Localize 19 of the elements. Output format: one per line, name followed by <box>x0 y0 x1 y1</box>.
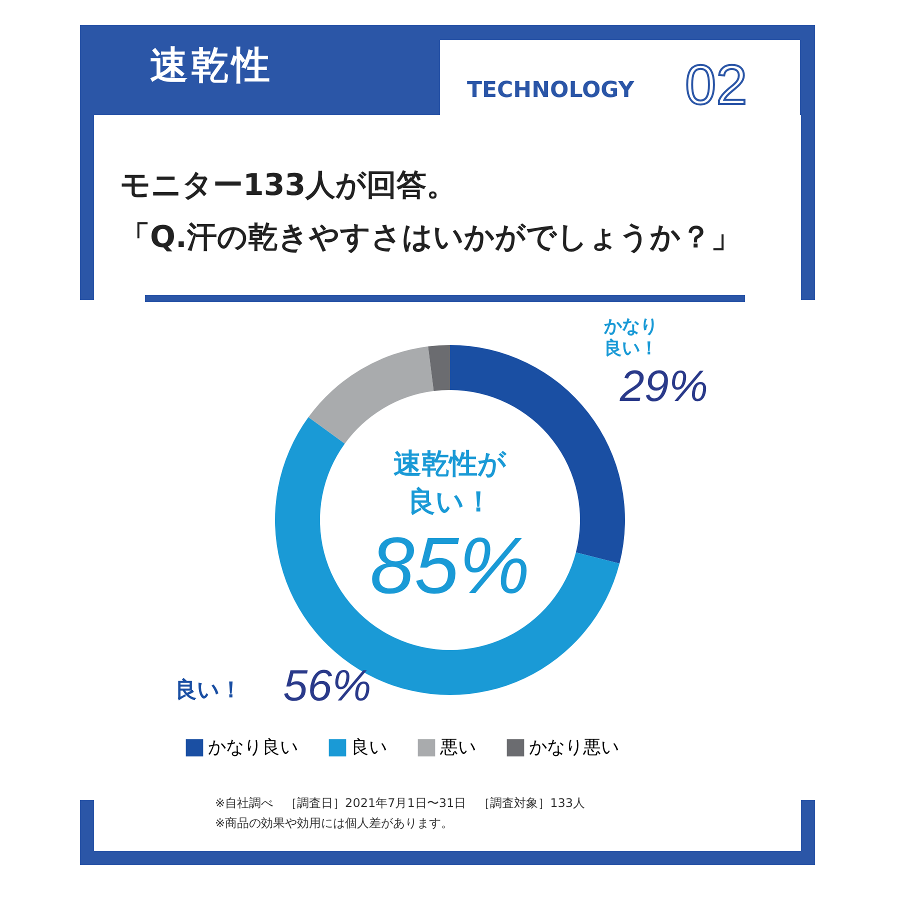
legend-label: かなり悪い <box>529 736 619 757</box>
data-label: 29% <box>618 362 708 412</box>
chart-title: 速乾性 <box>150 42 273 89</box>
text: TECHNOLOGY <box>467 78 634 103</box>
chart-subtitle: モニター133人が回答。 <box>120 167 457 205</box>
legend-label: かなり良い <box>208 736 298 757</box>
legend-label: 悪い <box>439 736 476 757</box>
text: 02 <box>685 52 748 117</box>
legend-label: 良い <box>351 736 387 757</box>
text: ※商品の効果や効用には個人差があります。 <box>215 815 454 832</box>
text: 良い！ <box>175 677 242 705</box>
text: 「Q.汗の乾きやすさはいかがでしょうか？」 <box>120 219 741 257</box>
data-label: 56% <box>283 661 372 710</box>
text: ※自社調べ ［調査日］2021年7月1日〜31日 ［調査対象］133人 <box>215 795 586 812</box>
donut-slice <box>428 345 450 392</box>
text: 85% <box>368 520 532 612</box>
text: 速乾性が良い！ <box>392 446 508 520</box>
text: かなり良い！ <box>604 316 659 360</box>
donut-slice <box>308 346 434 444</box>
